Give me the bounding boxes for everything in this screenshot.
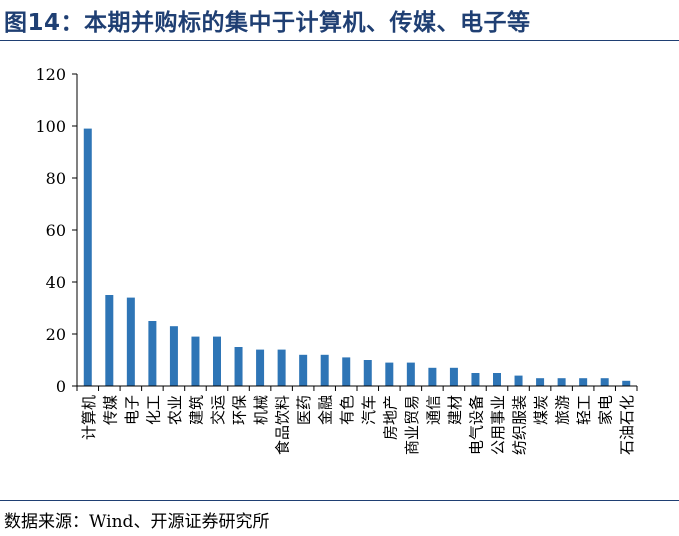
y-tick-label: 20 — [46, 325, 66, 344]
y-tick-label: 100 — [35, 117, 66, 136]
x-category-label: 电气设备 — [467, 395, 485, 455]
bar-15 — [385, 362, 394, 386]
bar-3 — [126, 297, 135, 386]
figure-title-bar: 图14：本期并购标的集中于计算机、传媒、电子等 — [0, 0, 679, 40]
x-category-label: 金融 — [317, 395, 335, 425]
x-category-label: 机械 — [252, 395, 270, 425]
y-tick-label: 80 — [46, 169, 66, 188]
bars — [83, 128, 631, 386]
source-divider — [0, 500, 679, 501]
bar-14 — [363, 360, 372, 386]
bar-26 — [622, 380, 631, 386]
x-category-label: 计算机 — [80, 395, 98, 440]
x-category-label: 有色 — [338, 395, 356, 425]
bar-13 — [342, 357, 351, 386]
bar-2 — [105, 295, 114, 386]
bar-20 — [493, 373, 501, 386]
bar-17 — [428, 367, 437, 386]
x-category-label: 农业 — [166, 395, 184, 425]
x-category-label: 石油石化 — [618, 395, 636, 455]
x-category-label: 化工 — [144, 395, 162, 425]
x-category-label: 汽车 — [360, 395, 378, 425]
x-category-label: 传媒 — [101, 395, 119, 425]
title-divider — [0, 40, 679, 41]
bar-18 — [449, 367, 458, 386]
bar-21 — [514, 375, 523, 386]
bar-10 — [277, 349, 286, 386]
bar-6 — [191, 336, 200, 386]
x-category-label: 通信 — [424, 395, 442, 425]
y-tick-label: 40 — [46, 273, 66, 292]
y-tick-label: 120 — [35, 65, 66, 84]
x-category-label: 纺织服装 — [511, 395, 529, 455]
bar-24 — [579, 378, 588, 386]
data-source-note: 数据来源：Wind、开源证券研究所 — [4, 512, 270, 532]
bar-1 — [83, 128, 92, 386]
x-category-label: 煤炭 — [532, 395, 550, 425]
bar-11 — [299, 354, 308, 386]
y-axis: 0 20 40 60 80 100 120 — [35, 65, 78, 396]
bar-4 — [148, 321, 157, 386]
figure-title: 图14：本期并购标的集中于计算机、传媒、电子等 — [4, 10, 531, 36]
x-category-label: 建材 — [446, 395, 464, 425]
bar-25 — [600, 378, 609, 386]
x-category-label: 家电 — [597, 395, 615, 425]
x-category-label: 环保 — [231, 395, 249, 425]
x-category-label: 轻工 — [575, 395, 593, 425]
x-category-label: 商业贸易 — [403, 395, 421, 455]
bar-7 — [213, 336, 221, 386]
bar-22 — [536, 378, 545, 386]
x-category-label: 建筑 — [187, 395, 205, 425]
bar-12 — [320, 354, 329, 386]
x-category-label: 交运 — [209, 395, 227, 425]
y-tick-label: 0 — [56, 377, 66, 396]
bar-chart: 0 20 40 60 80 100 120 计算机 传媒 电子 化工 农业 建筑 交运 环保 机械 食品饮料医… — [35, 65, 638, 455]
bar-8 — [234, 347, 243, 386]
bar-9 — [256, 349, 265, 386]
x-category-label: 公用事业 — [489, 395, 507, 455]
x-category-label: 房地产 — [381, 395, 399, 440]
bar-5 — [169, 326, 178, 386]
x-category-label: 医药 — [295, 395, 313, 425]
x-category-label: 电子 — [123, 395, 141, 425]
bar-16 — [406, 362, 415, 386]
bar-23 — [557, 378, 566, 386]
y-tick-label: 60 — [46, 221, 66, 240]
bar-19 — [471, 373, 480, 386]
x-category-label: 旅游 — [554, 395, 572, 425]
x-axis: 计算机 传媒 电子 化工 农业 建筑 交运 环保 机械 食品饮料 医药 金融 有色 汽车 房地产 商业贸易 通信… — [76, 385, 638, 455]
x-category-label: 食品饮料 — [274, 395, 292, 455]
